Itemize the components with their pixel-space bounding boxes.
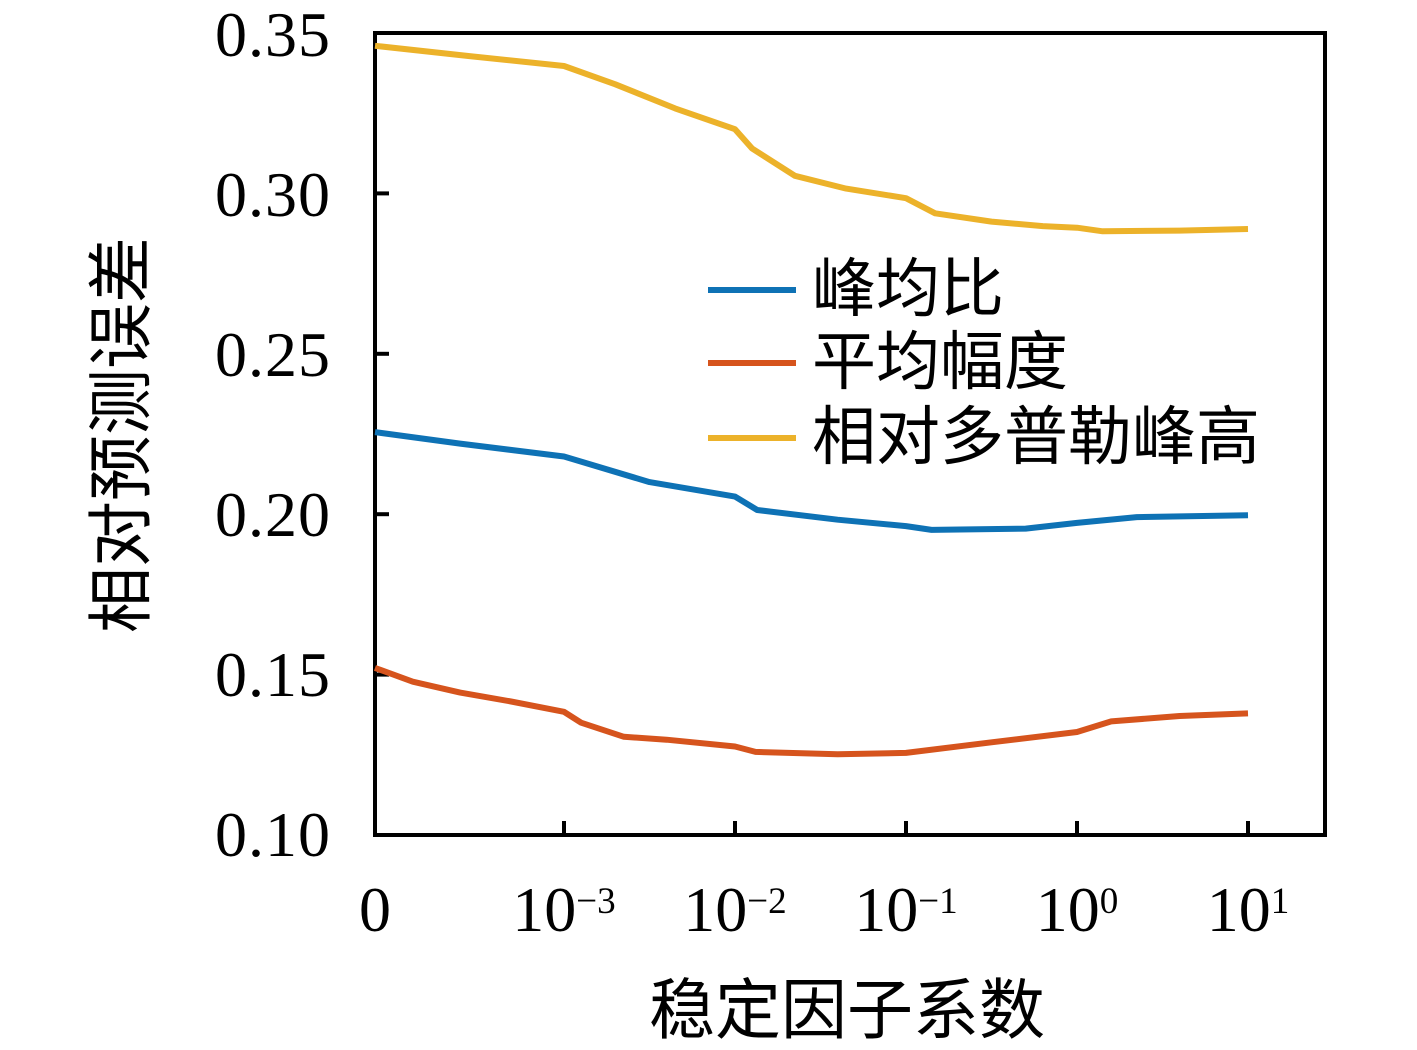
x-tick-base: 10: [854, 874, 919, 945]
y-tick-label: 0.10: [215, 799, 331, 870]
x-tick-base: 10: [1206, 874, 1271, 945]
x-tick-exponent: −3: [576, 881, 616, 923]
legend-line-swatch: [708, 435, 796, 441]
x-tick-base: 0: [359, 874, 391, 945]
x-tick-exponent: 1: [1270, 881, 1290, 923]
legend-line-swatch: [708, 287, 796, 293]
x-tick-label: 10−3: [454, 878, 674, 942]
x-tick-label: 101: [1138, 878, 1358, 942]
x-tick-exponent: −1: [918, 881, 958, 923]
x-tick-label: 100: [967, 878, 1187, 942]
x-tick-base: 10: [683, 874, 748, 945]
legend-label: 相对多普勒峰高: [812, 402, 1260, 473]
x-tick-label: 10−1: [796, 878, 1016, 942]
x-tick-label: 10−2: [625, 878, 845, 942]
y-tick-label: 0.25: [215, 319, 331, 390]
series-line-0: [374, 429, 1249, 533]
legend-label: 平均幅度: [812, 327, 1068, 398]
y-tick-label: 0.15: [215, 639, 331, 710]
y-tick-label: 0.30: [215, 159, 331, 230]
axis-ticks: [373, 31, 1250, 837]
x-tick-exponent: 0: [1099, 881, 1119, 923]
series-lines: [373, 42, 1249, 758]
y-axis-title: 相对预测误差: [86, 237, 159, 633]
x-tick-base: 10: [1035, 874, 1100, 945]
x-axis-title: 稳定因子系数: [649, 975, 1045, 1048]
legend-label: 峰均比: [812, 254, 1004, 325]
series-line-1: [373, 665, 1249, 758]
legend-line-swatch: [708, 360, 796, 366]
y-tick-label: 0.35: [215, 0, 331, 70]
x-tick-exponent: −2: [747, 881, 787, 923]
y-tick-label: 0.20: [215, 479, 331, 550]
series-line-2: [374, 42, 1249, 235]
x-tick-label: 0: [265, 878, 485, 942]
x-tick-base: 10: [512, 874, 577, 945]
